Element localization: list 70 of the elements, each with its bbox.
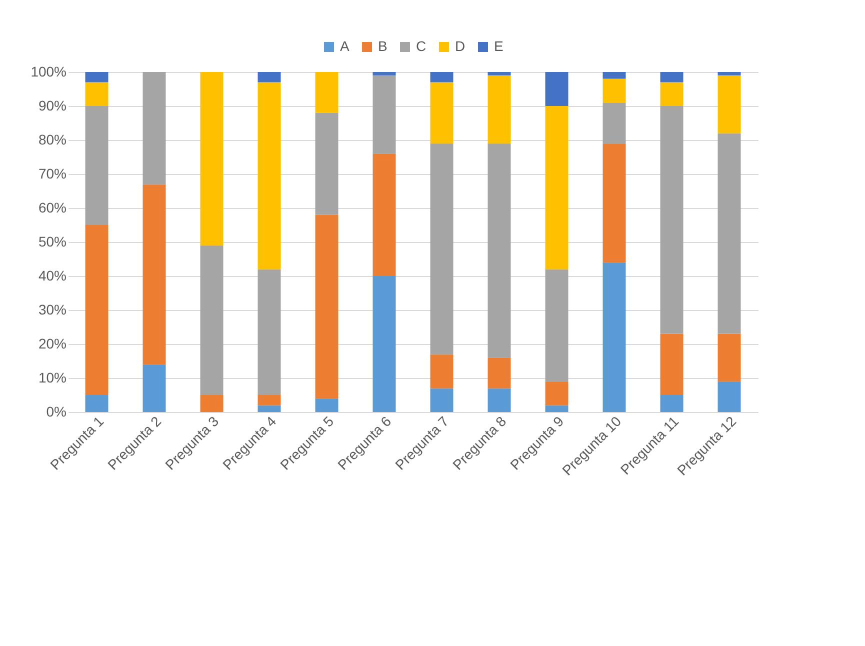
bar <box>142 364 166 412</box>
legend-label: C <box>416 38 426 54</box>
bar <box>258 405 281 412</box>
legend-label: E <box>494 38 504 54</box>
bar <box>430 143 454 354</box>
legend-label: A <box>340 38 350 54</box>
y-tick-label: 60% <box>38 200 66 216</box>
bar <box>660 72 684 82</box>
bar <box>142 184 166 364</box>
bar <box>142 72 166 184</box>
bar <box>372 276 396 412</box>
bar <box>85 82 108 106</box>
bar <box>545 269 568 382</box>
y-tick-label: 40% <box>38 268 66 284</box>
bar <box>718 334 741 382</box>
bar <box>602 78 626 103</box>
bar <box>430 72 454 82</box>
bar <box>602 102 626 144</box>
bar <box>372 72 396 76</box>
bar <box>718 133 741 334</box>
bar <box>660 82 684 106</box>
bar <box>488 358 511 388</box>
y-tick-label: 50% <box>38 234 66 250</box>
bar <box>258 395 281 406</box>
bar <box>315 112 338 215</box>
bar <box>85 225 108 395</box>
bar <box>660 106 684 334</box>
bar <box>718 381 741 412</box>
bar <box>488 143 511 358</box>
bar <box>85 72 108 82</box>
y-tick-label: 30% <box>38 302 66 318</box>
bar <box>602 262 626 412</box>
y-tick-label: 100% <box>30 64 66 80</box>
y-tick-label: 70% <box>38 166 66 182</box>
bar <box>545 72 568 106</box>
bar <box>488 388 511 412</box>
bar <box>430 354 454 388</box>
bar <box>545 381 568 406</box>
bar <box>602 72 626 79</box>
bar <box>660 395 684 412</box>
bar <box>315 72 338 113</box>
bar <box>430 388 454 412</box>
y-tick-label: 20% <box>38 336 66 352</box>
bar <box>85 395 108 412</box>
legend-label: D <box>455 38 466 54</box>
bar <box>258 72 281 82</box>
y-tick-label: 0% <box>46 404 66 420</box>
y-tick-label: 80% <box>38 132 66 148</box>
bar <box>315 398 338 412</box>
bar <box>545 106 568 270</box>
bar <box>718 75 741 134</box>
bar <box>200 395 224 412</box>
bar <box>85 106 108 225</box>
bar <box>488 72 511 76</box>
bar <box>200 72 224 246</box>
bar <box>718 72 741 76</box>
bar <box>258 269 281 395</box>
y-tick-label: 10% <box>38 370 66 386</box>
bar <box>602 143 626 262</box>
bar <box>545 405 568 412</box>
legend-label: B <box>378 38 388 54</box>
bar <box>430 82 454 144</box>
bar <box>488 75 511 144</box>
y-tick-label: 90% <box>38 98 66 114</box>
bar <box>258 82 281 270</box>
bar <box>372 75 396 154</box>
bar <box>660 334 684 395</box>
bar <box>315 214 338 398</box>
bar <box>372 154 396 276</box>
bar <box>200 245 224 395</box>
